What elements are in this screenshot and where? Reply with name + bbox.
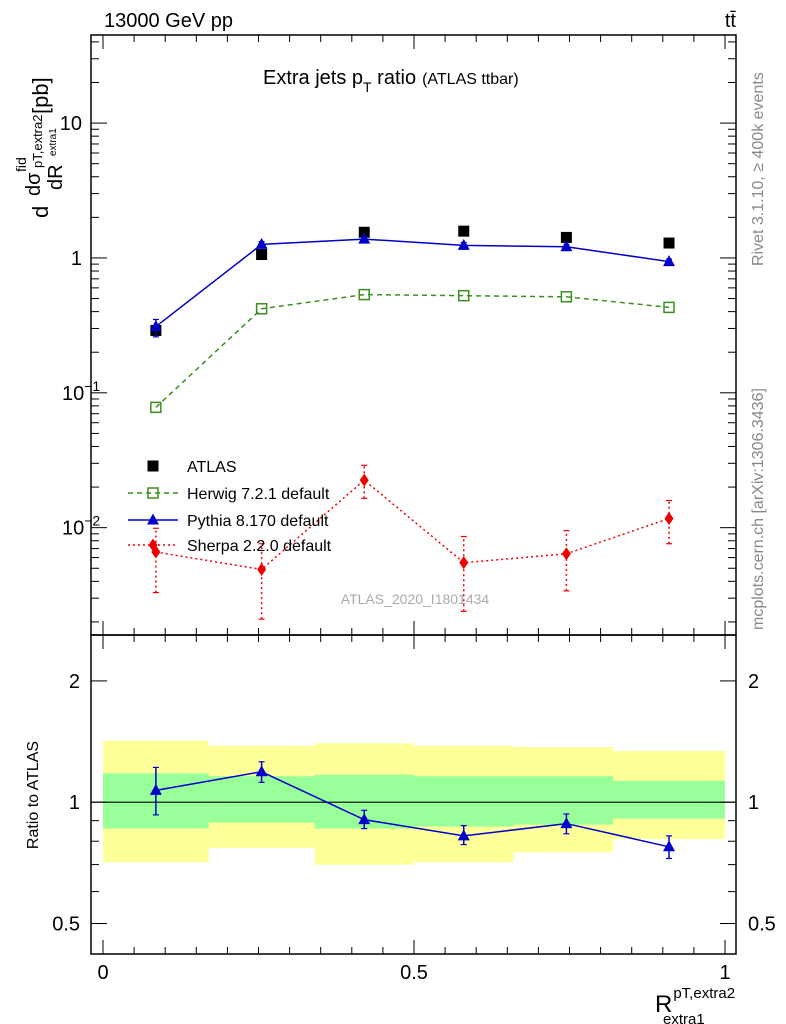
main-ylabel: d dσ fid dR pT,extra2 extra1 [pb] <box>13 77 67 218</box>
y-tick-label: 10−2 <box>62 513 100 540</box>
data-point-atlas <box>358 226 370 238</box>
uncertainty-band-inner <box>513 776 614 825</box>
data-point-sherpa <box>257 562 267 576</box>
data-point-sherpa <box>459 556 469 570</box>
data-point-herwig <box>358 288 370 301</box>
ratio-y-tick-label: 1 <box>69 792 80 814</box>
data-point-herwig <box>560 291 573 303</box>
data-point-herwig <box>458 289 470 302</box>
series-sherpa <box>151 464 674 620</box>
main-ylabel-den: dR <box>45 164 67 190</box>
y-tick-label: 10−1 <box>62 378 100 405</box>
legend-marker-sherpa <box>148 538 158 552</box>
data-point-pythia <box>663 255 676 267</box>
x-tick-label: 0 <box>97 962 108 984</box>
data-point-sherpa <box>664 511 674 525</box>
y-tick-label: 1 <box>71 248 82 270</box>
data-point-pythia <box>358 232 371 244</box>
data-point-herwig <box>663 301 675 314</box>
series-line-herwig <box>155 293 670 408</box>
legend-label-pythia: Pythia 8.170 default <box>187 513 329 530</box>
analysis-watermark: ATLAS_2020_I1801434 <box>341 591 490 607</box>
data-point-pythia <box>457 238 470 250</box>
ratio-series-pythia <box>149 761 676 860</box>
plot-title: Extra jets pT ratio (ATLAS ttbar) <box>263 67 519 95</box>
main-ylabel-fid: fid <box>13 157 29 172</box>
series-line-pythia <box>155 238 670 328</box>
uncertainty-band-inner <box>208 776 315 823</box>
ratio-line-pythia <box>155 770 670 848</box>
x-tick-label: 0.5 <box>400 962 428 984</box>
ratio-point-pythia <box>560 817 573 829</box>
ratio-y-tick-label-right: 0.5 <box>748 913 776 935</box>
series-pythia <box>149 232 676 338</box>
ratio-y-tick-label: 0.5 <box>52 913 80 935</box>
legend-label-herwig: Herwig 7.2.1 default <box>187 486 330 503</box>
uncertainty-band-inner <box>613 780 725 819</box>
uncertainty-band-inner <box>414 776 514 827</box>
data-point-atlas <box>256 249 268 261</box>
legend-marker-herwig <box>147 487 159 499</box>
main-ylabel-num: dσ <box>23 172 45 196</box>
mcplots-label: mcplots.cern.ch [arXiv:1306.3436] <box>750 388 767 630</box>
data-point-sherpa <box>359 473 369 487</box>
data-point-pythia <box>149 320 162 332</box>
ratio-point-pythia <box>255 765 268 777</box>
energy-label: 13000 GeV pp <box>104 10 233 32</box>
ratio-y-tick-label-right: 2 <box>748 671 759 693</box>
legend-label-sherpa: Sherpa 2.2.0 default <box>187 538 332 555</box>
data-point-atlas <box>458 225 470 237</box>
legend-label-atlas: ATLAS <box>187 459 237 476</box>
ratio-panel: 2 2 1 1 0.5 0.5 0 0.5 1 Ratio to ATLAS RpT,extra… <box>25 634 776 1024</box>
ratio-y-tick-label: 2 <box>69 671 80 693</box>
process-label: tt̄ <box>725 10 737 32</box>
rivet-version-label: Rivet 3.1.10, ≥ 400k events <box>750 72 767 266</box>
data-point-herwig <box>150 401 162 414</box>
ratio-frame <box>90 634 737 955</box>
data-point-sherpa <box>561 547 571 561</box>
x-tick-label: 1 <box>719 962 730 984</box>
series-herwig <box>150 288 675 414</box>
ratio-y-tick-label-right: 1 <box>748 792 759 814</box>
ratio-point-pythia <box>663 840 676 852</box>
ratio-point-pythia <box>149 783 162 795</box>
main-ylabel-text: d <box>28 206 53 218</box>
ratio-point-pythia <box>358 813 371 825</box>
data-point-atlas <box>663 237 675 249</box>
legend-marker-atlas <box>147 460 159 472</box>
data-point-herwig <box>255 303 268 315</box>
main-ylabel-unit: [pb] <box>28 77 53 114</box>
ratio-point-pythia <box>457 829 470 841</box>
data-point-atlas <box>560 231 572 243</box>
legend-marker-pythia <box>147 513 159 525</box>
y-tick-label: 10 <box>60 113 82 135</box>
data-point-pythia <box>560 240 573 252</box>
ratio-ylabel: Ratio to ATLAS <box>25 741 42 849</box>
main-ylabel-sub1: pT,extra2 <box>30 115 45 168</box>
main-panel: 10 1 10−1 10−2 Extra jets pT ratio (ATLAS tt… <box>13 34 737 636</box>
x-axis-label: RpT,extra2 extra1 <box>655 985 735 1024</box>
data-point-pythia <box>255 237 268 249</box>
legend: ATLAS Herwig 7.2.1 default Pythia 8.170 de… <box>128 459 332 555</box>
main-ylabel-sub2: extra1 <box>48 128 59 156</box>
